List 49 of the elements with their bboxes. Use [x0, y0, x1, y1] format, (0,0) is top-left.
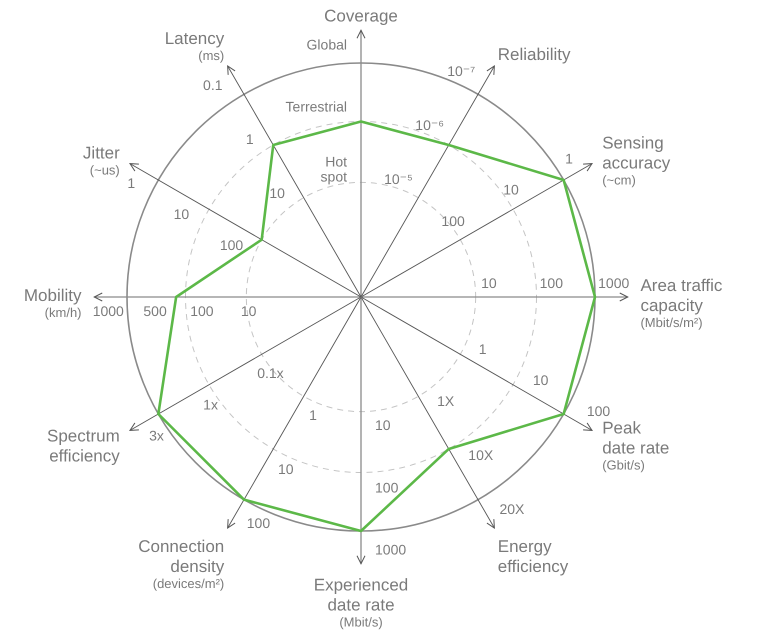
- text: 10: [174, 206, 190, 222]
- text: 10: [503, 182, 519, 198]
- spoke-label: Jitter (~us): [82, 143, 120, 178]
- spoke-label: Latency (ms): [164, 28, 225, 63]
- text: Hot spot: [320, 154, 347, 185]
- text: 1000: [92, 303, 124, 319]
- text: 1: [309, 406, 317, 423]
- text: 10: [269, 185, 285, 202]
- text: 10⁻⁶: [415, 117, 444, 134]
- text: 10: [532, 372, 548, 388]
- text: 100: [246, 514, 270, 531]
- spoke-label: Peak date rate (Gbit/s): [602, 418, 670, 473]
- spoke-label: Sensing accuracy (~cm): [602, 133, 671, 188]
- text: 1: [478, 340, 487, 357]
- text: 0.1: [203, 77, 223, 94]
- text: 100: [441, 212, 465, 229]
- spoke-label: Area traffic capacity (Mbit/s/m²): [640, 276, 723, 330]
- text: 1: [127, 174, 136, 191]
- spoke-label: Experienced date rate (Mbit/s): [314, 575, 408, 630]
- text: 100: [586, 403, 610, 420]
- text: 100: [540, 275, 563, 291]
- text: 1: [565, 150, 573, 167]
- text: 10⁻⁵: [384, 171, 413, 188]
- text: 500: [143, 303, 167, 319]
- spoke-label: Mobility (km/h): [24, 286, 82, 320]
- text: Global: [306, 36, 347, 52]
- spoke-label: Reliability: [498, 44, 571, 64]
- text: 10: [240, 303, 256, 319]
- text: 3x: [149, 427, 164, 444]
- text: 0.1x: [257, 365, 284, 382]
- text: 1000: [598, 275, 630, 291]
- spoke-label: Spectrum efficiency: [47, 426, 120, 466]
- spoke-label: Coverage: [324, 6, 398, 26]
- text: 10: [481, 275, 497, 291]
- text: 1x: [203, 396, 218, 412]
- spoke-label: Connection density (devices/m²): [138, 537, 225, 592]
- text: 100: [375, 479, 398, 496]
- text: 1: [246, 131, 254, 148]
- text: Terrestrial: [286, 98, 347, 115]
- text: 10X: [468, 446, 494, 463]
- text: 100: [220, 237, 244, 254]
- text: 10: [375, 416, 391, 433]
- text: 1X: [437, 392, 454, 409]
- text: 10⁻⁷: [447, 63, 476, 80]
- spoke-label: Energy efficiency: [498, 537, 569, 576]
- text: 20X: [499, 500, 524, 517]
- text: 1000: [375, 542, 406, 558]
- text: 100: [190, 303, 214, 319]
- text: 10: [278, 460, 294, 477]
